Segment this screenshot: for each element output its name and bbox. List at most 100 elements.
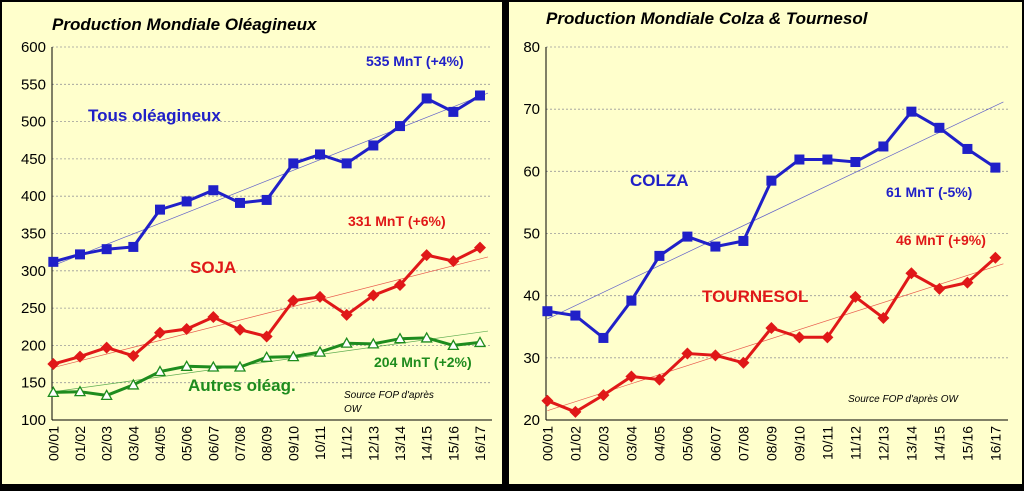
left-point-soja-10-11	[314, 290, 326, 303]
left-label-autres: Autres oléag.	[188, 376, 296, 395]
right-point-colza-06-07	[710, 241, 721, 252]
left-point-tous-oleagineux-05-06	[181, 196, 192, 207]
right-x-tick-07-08: 07/08	[735, 426, 751, 461]
right-x-tick-00-01: 00/01	[539, 426, 555, 461]
left-point-tous-oleagineux-04-05	[155, 204, 165, 215]
left-y-tick-450: 450	[21, 151, 46, 168]
left-point-soja-04-05	[154, 326, 166, 339]
left-point-soja-07-08	[234, 323, 246, 336]
right-label-colza: COLZA	[630, 171, 689, 190]
right-point-tournesol-12-13	[877, 312, 890, 325]
left-label-tous: Tous oléagineux	[88, 106, 221, 125]
left-point-autres-oleag-03-04	[127, 378, 140, 390]
left-chart-y-ticks: 100 150 200 250 300 350 400 450 500 550 600	[21, 39, 46, 429]
right-y-tick-60: 60	[523, 163, 540, 180]
right-point-colza-05-06	[682, 231, 693, 242]
left-x-tick-04-05: 04/05	[152, 426, 168, 461]
left-point-soja-09-10	[287, 294, 300, 307]
right-x-tick-12-13: 12/13	[875, 426, 891, 461]
left-y-tick-100: 100	[21, 412, 46, 429]
right-x-tick-01-02: 01/02	[567, 426, 583, 461]
right-point-tournesol-10-11	[821, 331, 834, 344]
left-y-tick-600: 600	[21, 39, 46, 56]
left-point-autres-oleag-07-08	[233, 360, 247, 372]
left-point-tous-oleagineux-09-10	[288, 158, 299, 169]
right-point-tournesol-05-06	[681, 347, 694, 360]
left-y-tick-300: 300	[21, 263, 46, 280]
left-point-tous-oleagineux-01-02	[75, 249, 85, 260]
left-point-autres-oleag-14-15	[420, 331, 433, 343]
right-trendline-tournesol	[547, 263, 1004, 412]
left-annotation-soja: 331 MnT (+6%)	[348, 213, 446, 229]
left-y-tick-200: 200	[21, 337, 46, 354]
right-chart-x-ticks: 00/01 01/02 02/03 03/04 04/05 05/06 06/07 07/08…	[539, 426, 1003, 461]
left-chart-series	[47, 90, 487, 401]
left-x-tick-11-12: 11/12	[339, 426, 355, 460]
left-y-tick-400: 400	[21, 188, 46, 205]
right-point-colza-03-04	[626, 295, 637, 306]
left-point-soja-03-04	[127, 349, 140, 362]
right-point-tournesol-11-12	[849, 290, 862, 303]
left-point-soja-05-06	[180, 322, 193, 335]
right-x-tick-15-16: 15/16	[959, 426, 975, 461]
left-point-soja-01-02	[74, 350, 86, 363]
left-point-soja-06-07	[207, 311, 220, 324]
right-point-colza-08-09	[766, 175, 777, 186]
right-point-tournesol-08-09	[765, 321, 778, 334]
left-x-tick-14-15: 14/15	[419, 426, 435, 461]
right-point-tournesol-00-01	[541, 394, 554, 407]
left-x-tick-10-11: 10/11	[312, 426, 328, 460]
left-x-tick-09-10: 09/10	[285, 426, 301, 461]
left-annotation-tous: 535 MnT (+4%)	[366, 53, 464, 69]
right-point-colza-15-16	[962, 143, 973, 154]
right-y-tick-80: 80	[523, 39, 540, 56]
left-point-soja-12-13	[367, 289, 380, 302]
right-point-colza-16-17	[990, 162, 1001, 173]
left-x-tick-12-13: 12/13	[365, 426, 381, 461]
left-point-autres-oleag-16-17	[473, 336, 487, 348]
right-x-tick-10-11: 10/11	[819, 426, 835, 460]
left-chart-x-ticks: 00/01 01/02 02/03 03/04 04/05 05/06 06/07 07/08…	[45, 426, 488, 461]
left-chart-title: Production Mondiale Oléagineux	[52, 15, 318, 34]
right-x-tick-02-03: 02/03	[595, 426, 611, 461]
right-point-tournesol-16-17	[989, 251, 1002, 264]
right-point-colza-13-14	[906, 106, 917, 117]
right-y-tick-50: 50	[523, 226, 540, 243]
right-chart-background	[509, 2, 1022, 484]
right-point-colza-09-10	[794, 154, 805, 165]
left-point-tous-oleagineux-07-08	[235, 197, 245, 208]
right-point-colza-12-13	[878, 141, 889, 152]
right-annotation-colza: 61 MnT (-5%)	[886, 184, 972, 200]
left-point-soja-00-01	[47, 358, 60, 371]
left-x-tick-05-06: 05/06	[179, 426, 195, 461]
right-point-tournesol-03-04	[625, 370, 638, 383]
left-point-tous-oleagineux-06-07	[208, 185, 219, 196]
right-point-tournesol-02-03	[597, 389, 610, 402]
left-point-soja-15-16	[447, 255, 460, 268]
left-point-tous-oleagineux-11-12	[341, 158, 352, 169]
left-chart-grid	[51, 46, 492, 421]
left-y-tick-500: 500	[21, 114, 46, 131]
right-y-tick-70: 70	[523, 101, 540, 118]
left-point-autres-oleag-15-16	[447, 339, 460, 351]
left-point-tous-oleagineux-16-17	[475, 90, 485, 101]
right-chart-y-ticks: 20 30 40 50 60 70 80	[523, 39, 540, 429]
left-point-tous-oleagineux-12-13	[368, 140, 379, 151]
left-point-autres-oleag-00-01	[47, 386, 60, 398]
left-point-soja-08-09	[260, 330, 273, 343]
left-x-tick-08-09: 08/09	[259, 426, 275, 461]
right-point-tournesol-15-16	[961, 276, 974, 289]
left-x-tick-15-16: 15/16	[445, 426, 461, 461]
left-point-autres-oleag-10-11	[313, 345, 327, 357]
left-point-autres-oleag-02-03	[100, 389, 113, 401]
right-chart-title: Production Mondiale Colza & Tournesol	[546, 9, 869, 28]
right-trendline-colza	[547, 101, 1004, 320]
left-y-tick-250: 250	[21, 300, 46, 317]
left-point-tous-oleagineux-03-04	[128, 241, 139, 252]
right-x-tick-06-07: 06/07	[707, 426, 723, 461]
right-point-colza-11-12	[850, 157, 861, 168]
right-x-tick-13-14: 13/14	[903, 426, 919, 461]
right-point-colza-02-03	[598, 332, 609, 343]
left-x-tick-00-01: 00/01	[45, 426, 61, 461]
left-label-soja: SOJA	[190, 258, 236, 277]
